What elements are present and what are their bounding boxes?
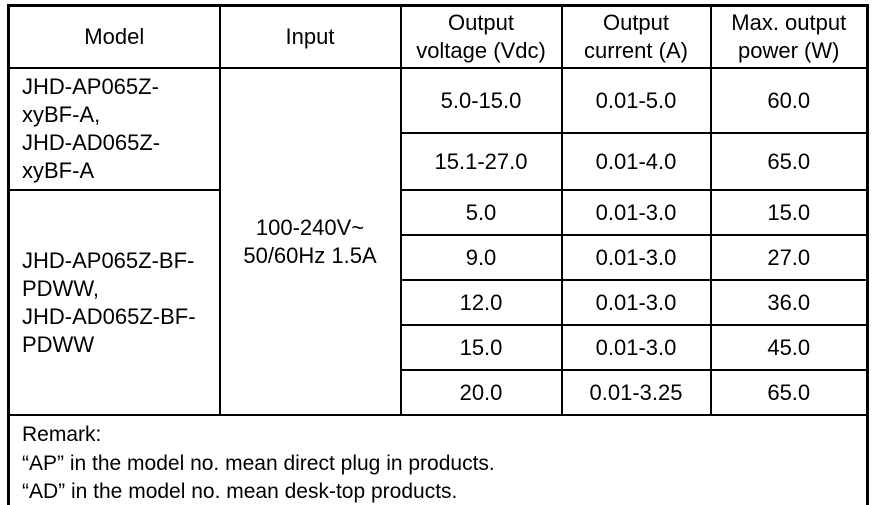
model-name: JHD-AD065Z-BF-PDWW [22, 303, 196, 357]
power-cell: 15.0 [709, 189, 869, 236]
model-group-2-cell: JHD-AP065Z-BF-PDWW, JHD-AD065Z-BF-PDWW [7, 189, 221, 416]
table-row: 9.0 0.01-3.0 27.0 [9, 234, 869, 281]
current-cell: 0.01-3.0 [560, 189, 712, 236]
power-cell: 65.0 [709, 369, 869, 416]
header-output-current: Output current (A) [560, 4, 712, 69]
remark-cell: Remark: “AP” in the model no. mean direc… [7, 414, 869, 505]
remark-title: Remark: [22, 423, 102, 446]
model-group-1-cell: JHD-AP065Z-xyBF-A, JHD-AD065Z-xyBF-A [7, 67, 221, 191]
header-row: Model Input Output voltage (Vdc) Output … [7, 4, 869, 69]
voltage-cell: 9.0 [399, 234, 563, 281]
current-cell: 0.01-3.25 [560, 369, 712, 416]
power-cell: 45.0 [709, 324, 869, 371]
voltage-cell: 20.0 [399, 369, 563, 416]
voltage-cell: 12.0 [399, 279, 563, 326]
model-name: JHD-AD065Z-xyBF-A [22, 130, 161, 183]
current-cell: 0.01-3.0 [560, 279, 712, 326]
power-cell: 27.0 [709, 234, 869, 281]
power-cell: 60.0 [709, 66, 869, 135]
table-row: 12.0 0.01-3.0 36.0 [9, 279, 869, 326]
table-row: 15.0 0.01-3.0 45.0 [9, 324, 869, 371]
table-row: 15.1-27.0 0.01-4.0 65.0 [9, 132, 869, 191]
spec-table: Model Input Output voltage (Vdc) Output … [7, 4, 869, 505]
header-input: Input [218, 4, 402, 69]
input-value-cell: 100-240V~ 50/60Hz 1.5A [218, 67, 402, 416]
table-row: JHD-AP065Z-xyBF-A, JHD-AD065Z-xyBF-A 100… [7, 66, 869, 416]
voltage-cell: 5.0-15.0 [399, 66, 563, 135]
header-max-output-power: Max. output power (W) [709, 4, 869, 69]
model-name: JHD-AP065Z-xyBF-A, [22, 74, 159, 127]
current-cell: 0.01-4.0 [560, 132, 712, 191]
remark-line-ad: “AD” in the model no. mean desk-top prod… [22, 480, 458, 503]
remark-row: Remark: “AP” in the model no. mean direc… [7, 414, 869, 505]
remark-line-ap: “AP” in the model no. mean direct plug i… [22, 451, 495, 475]
current-cell: 0.01-3.0 [560, 324, 712, 371]
header-model: Model [7, 4, 221, 69]
voltage-cell: 15.0 [399, 324, 563, 371]
model-name: JHD-AP065Z-BF-PDWW, [22, 247, 195, 301]
table-row: 20.0 0.01-3.25 65.0 [9, 369, 869, 416]
table-row: JHD-AP065Z-BF-PDWW, JHD-AD065Z-BF-PDWW 5… [7, 189, 869, 416]
voltage-cell: 15.1-27.0 [399, 132, 563, 191]
power-cell: 65.0 [709, 132, 869, 191]
current-cell: 0.01-3.0 [560, 234, 712, 281]
power-cell: 36.0 [709, 279, 869, 326]
current-cell: 0.01-5.0 [560, 66, 712, 135]
voltage-cell: 5.0 [399, 189, 563, 236]
header-output-voltage: Output voltage (Vdc) [399, 4, 563, 69]
